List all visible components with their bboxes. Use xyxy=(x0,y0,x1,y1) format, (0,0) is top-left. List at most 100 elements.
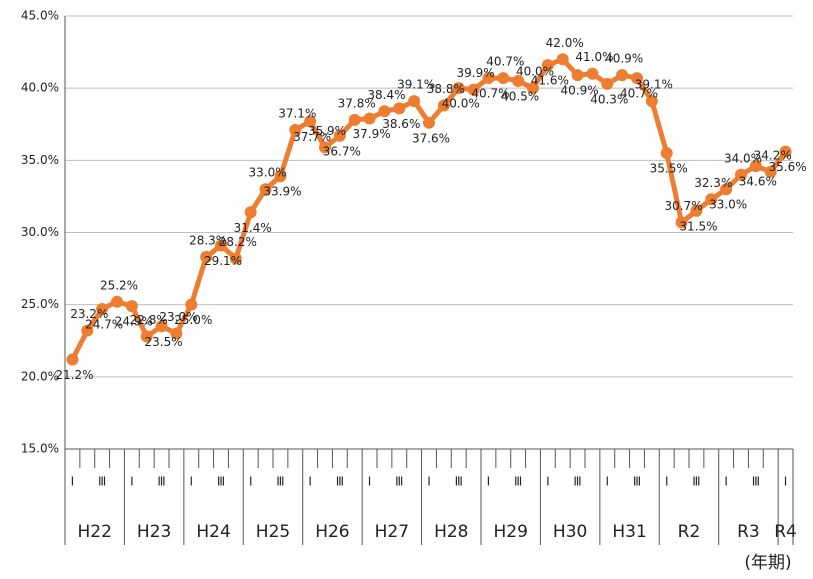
x-tick-label: Ⅲ xyxy=(455,475,463,489)
data-label: 39.1% xyxy=(397,78,435,92)
x-tick-label: Ⅲ xyxy=(692,475,700,489)
y-tick-label: 15.0% xyxy=(21,442,59,456)
point xyxy=(556,53,569,66)
x-group-label: H26 xyxy=(315,522,349,542)
data-label: 34.2% xyxy=(754,148,792,162)
data-label: 28.2% xyxy=(219,235,257,249)
point xyxy=(735,168,747,181)
point xyxy=(140,330,153,343)
x-tick-label: Ⅲ xyxy=(157,475,165,489)
data-label: 41.0% xyxy=(575,50,613,64)
x-tick-label: Ⅲ xyxy=(217,475,225,489)
point xyxy=(616,69,629,82)
point xyxy=(348,113,361,126)
point xyxy=(467,83,480,96)
point xyxy=(111,295,123,308)
point xyxy=(378,105,391,118)
x-group-label: H31 xyxy=(612,522,646,542)
point xyxy=(363,112,376,125)
point xyxy=(571,69,584,82)
data-label: 24.9% xyxy=(115,315,153,329)
point xyxy=(527,82,539,95)
x-group-label: H30 xyxy=(553,522,587,542)
point xyxy=(81,324,94,337)
data-label: 34.0% xyxy=(724,151,762,165)
point xyxy=(408,95,421,108)
point xyxy=(690,204,703,217)
point xyxy=(675,216,688,229)
x-tick-label: Ⅲ xyxy=(276,475,284,489)
point xyxy=(586,67,599,80)
data-label: 39.1% xyxy=(635,78,673,92)
point xyxy=(423,116,435,129)
point xyxy=(66,353,79,366)
point xyxy=(96,302,109,315)
x-tick-label: Ⅰ xyxy=(249,475,253,489)
data-label: 40.7% xyxy=(620,87,658,101)
x-group-label: H23 xyxy=(137,522,171,542)
data-label: 40.9% xyxy=(561,84,599,98)
data-label: 36.7% xyxy=(323,144,361,158)
point xyxy=(200,251,213,264)
data-label: 35.9% xyxy=(308,124,346,138)
data-label: 23.2% xyxy=(70,307,108,321)
x-tick-label: Ⅲ xyxy=(514,475,522,489)
x-tick-label: Ⅰ xyxy=(724,475,728,489)
x-group-label: R2 xyxy=(678,522,701,542)
data-label: 39.9% xyxy=(457,66,495,80)
data-label: 40.5% xyxy=(501,89,539,103)
data-label: 29.1% xyxy=(204,254,242,268)
data-label: 37.1% xyxy=(278,107,316,121)
data-label: 37.7% xyxy=(293,130,331,144)
point xyxy=(482,72,495,85)
x-tick-label: Ⅰ xyxy=(487,475,491,489)
x-group-label: H27 xyxy=(375,522,409,542)
point xyxy=(185,298,198,311)
data-label: 25.2% xyxy=(100,278,138,292)
point xyxy=(749,160,762,173)
point xyxy=(229,252,242,265)
point xyxy=(170,327,183,340)
y-tick-label: 40.0% xyxy=(21,81,59,95)
data-label: 40.0% xyxy=(516,65,554,79)
point xyxy=(497,72,510,85)
data-label: 30.7% xyxy=(665,199,703,213)
point xyxy=(512,74,525,87)
data-label: 33.9% xyxy=(263,185,301,199)
data-label: 33.0% xyxy=(709,198,747,212)
y-tick-label: 30.0% xyxy=(21,225,59,239)
point xyxy=(705,193,718,206)
y-tick-label: 35.0% xyxy=(21,153,59,167)
x-group-label: H24 xyxy=(196,522,230,542)
data-label: 28.3% xyxy=(189,234,227,248)
data-label: 38.4% xyxy=(367,88,405,102)
data-label: 40.3% xyxy=(590,92,628,106)
x-tick-label: Ⅰ xyxy=(665,475,669,489)
data-label: 35.5% xyxy=(650,162,688,176)
data-label: 40.7% xyxy=(486,55,524,69)
data-label: 31.5% xyxy=(679,219,717,233)
point xyxy=(631,72,643,85)
point xyxy=(764,165,777,178)
data-label: 22.8% xyxy=(130,313,168,327)
data-label: 23.0% xyxy=(159,310,197,324)
x-group-label: R3 xyxy=(737,522,760,542)
point xyxy=(779,145,792,158)
y-tick-label: 45.0% xyxy=(21,9,59,23)
y-tick-label: 25.0% xyxy=(21,297,59,311)
point xyxy=(720,183,733,196)
point xyxy=(452,82,465,95)
point xyxy=(437,99,450,112)
x-group-label: H25 xyxy=(256,522,290,542)
x-tick-label: Ⅲ xyxy=(336,475,344,489)
x-group-label: H22 xyxy=(78,522,112,542)
data-label: 34.6% xyxy=(739,175,777,189)
x-tick-label: Ⅰ xyxy=(130,475,134,489)
data-label: 32.3% xyxy=(694,176,732,190)
data-label: 41.6% xyxy=(531,74,569,88)
point xyxy=(244,206,257,219)
x-tick-label: Ⅲ xyxy=(98,475,106,489)
x-tick-label: Ⅲ xyxy=(395,475,403,489)
x-tick-label: Ⅰ xyxy=(784,475,788,489)
data-label: 37.9% xyxy=(353,127,391,141)
